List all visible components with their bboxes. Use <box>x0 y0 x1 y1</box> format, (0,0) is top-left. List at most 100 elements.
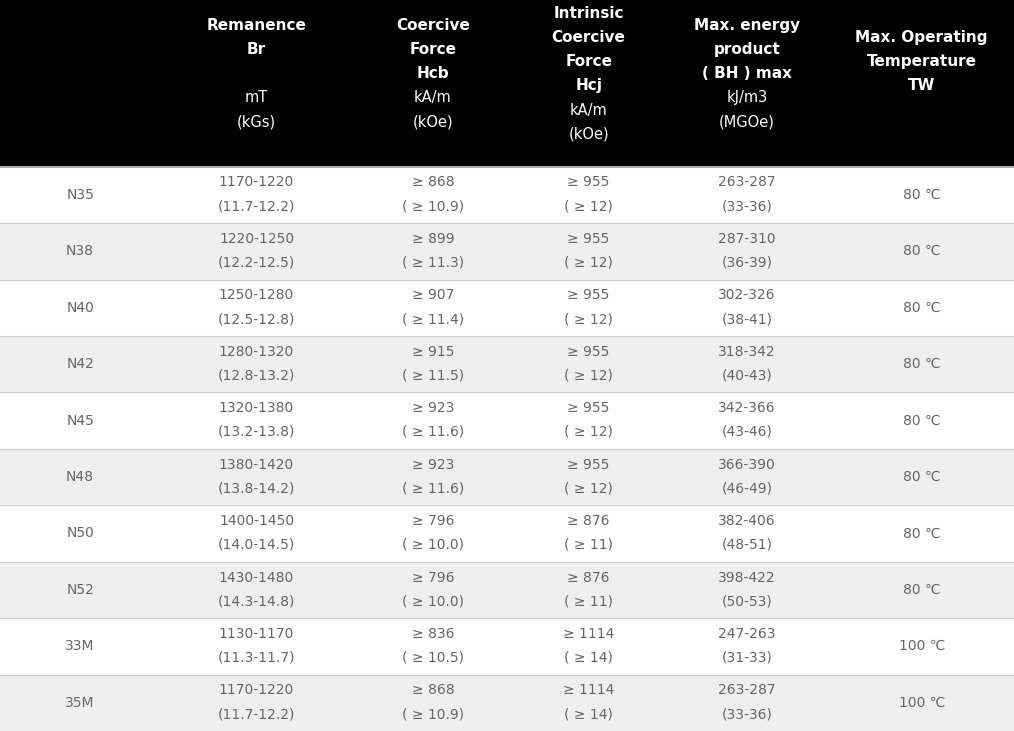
Text: 80 ℃: 80 ℃ <box>902 244 941 258</box>
Text: 1130-1170: 1130-1170 <box>219 627 294 641</box>
Text: N45: N45 <box>66 414 94 428</box>
Text: (36-39): (36-39) <box>721 256 773 270</box>
Text: ( ≥ 10.9): ( ≥ 10.9) <box>402 707 464 721</box>
Text: (11.7-12.2): (11.7-12.2) <box>218 199 295 213</box>
Text: Hcj: Hcj <box>575 78 602 94</box>
Text: 80 ℃: 80 ℃ <box>902 470 941 484</box>
Text: 33M: 33M <box>65 640 95 654</box>
Text: 1280-1320: 1280-1320 <box>219 345 294 359</box>
Text: 342-366: 342-366 <box>718 401 776 415</box>
Text: ≥ 923: ≥ 923 <box>412 458 454 471</box>
Text: ≥ 836: ≥ 836 <box>412 627 454 641</box>
Text: Coercive: Coercive <box>396 18 469 33</box>
Text: Intrinsic: Intrinsic <box>554 6 624 21</box>
Text: 80 ℃: 80 ℃ <box>902 188 941 202</box>
Text: N48: N48 <box>66 470 94 484</box>
Text: N38: N38 <box>66 244 94 258</box>
Text: (31-33): (31-33) <box>721 651 773 664</box>
Text: Max. Operating: Max. Operating <box>856 30 988 45</box>
Text: ( ≥ 14): ( ≥ 14) <box>564 651 613 664</box>
Text: ( ≥ 10.5): ( ≥ 10.5) <box>402 651 464 664</box>
Text: ≥ 868: ≥ 868 <box>412 175 454 189</box>
Text: ≥ 868: ≥ 868 <box>412 683 454 697</box>
Text: Temperature: Temperature <box>867 54 976 69</box>
Text: product: product <box>714 42 780 57</box>
Text: ≥ 955: ≥ 955 <box>568 175 609 189</box>
Text: (43-46): (43-46) <box>721 425 773 439</box>
Text: 263-287: 263-287 <box>718 683 776 697</box>
Text: 302-326: 302-326 <box>718 288 776 303</box>
Text: N50: N50 <box>66 526 94 540</box>
Text: N40: N40 <box>66 300 94 315</box>
Text: (13.2-13.8): (13.2-13.8) <box>218 425 295 439</box>
Text: ≥ 923: ≥ 923 <box>412 401 454 415</box>
Text: ( ≥ 12): ( ≥ 12) <box>564 256 613 270</box>
Text: ≥ 955: ≥ 955 <box>568 401 609 415</box>
Text: (14.3-14.8): (14.3-14.8) <box>218 594 295 608</box>
Text: Coercive: Coercive <box>552 30 626 45</box>
Text: 35M: 35M <box>65 696 95 710</box>
Text: Hcb: Hcb <box>417 67 449 81</box>
Text: ( ≥ 14): ( ≥ 14) <box>564 707 613 721</box>
Text: ( ≥ 12): ( ≥ 12) <box>564 312 613 326</box>
Text: ( ≥ 11): ( ≥ 11) <box>564 594 613 608</box>
Text: (33-36): (33-36) <box>721 707 773 721</box>
Text: (13.8-14.2): (13.8-14.2) <box>218 481 295 496</box>
Text: 80 ℃: 80 ℃ <box>902 300 941 315</box>
Text: (14.0-14.5): (14.0-14.5) <box>218 538 295 552</box>
Text: ≥ 796: ≥ 796 <box>412 570 454 585</box>
Text: 100 ℃: 100 ℃ <box>898 640 945 654</box>
Text: kJ/m3: kJ/m3 <box>726 91 768 105</box>
Text: Remanence: Remanence <box>207 18 306 33</box>
Text: ≥ 907: ≥ 907 <box>412 288 454 303</box>
Text: 366-390: 366-390 <box>718 458 776 471</box>
Text: ( ≥ 11): ( ≥ 11) <box>564 538 613 552</box>
Text: (kGs): (kGs) <box>237 115 276 129</box>
Text: 1250-1280: 1250-1280 <box>219 288 294 303</box>
Text: 1170-1220: 1170-1220 <box>219 683 294 697</box>
Text: 1400-1450: 1400-1450 <box>219 514 294 528</box>
Text: ≥ 915: ≥ 915 <box>412 345 454 359</box>
Text: (11.3-11.7): (11.3-11.7) <box>218 651 295 664</box>
Text: 100 ℃: 100 ℃ <box>898 696 945 710</box>
Text: Force: Force <box>410 42 456 57</box>
Text: 80 ℃: 80 ℃ <box>902 414 941 428</box>
Text: ( ≥ 11.6): ( ≥ 11.6) <box>402 425 464 439</box>
Text: ( ≥ 12): ( ≥ 12) <box>564 199 613 213</box>
Text: ( ≥ 11.3): ( ≥ 11.3) <box>402 256 464 270</box>
Text: 1220-1250: 1220-1250 <box>219 232 294 246</box>
Text: 1380-1420: 1380-1420 <box>219 458 294 471</box>
Text: (46-49): (46-49) <box>721 481 773 496</box>
Text: (kOe): (kOe) <box>413 115 453 129</box>
Text: (48-51): (48-51) <box>721 538 773 552</box>
Text: Force: Force <box>565 54 612 69</box>
Text: (40-43): (40-43) <box>721 368 773 382</box>
Text: ( ≥ 10.9): ( ≥ 10.9) <box>402 199 464 213</box>
Text: ≥ 876: ≥ 876 <box>568 570 609 585</box>
Text: kA/m: kA/m <box>570 102 607 118</box>
Text: (50-53): (50-53) <box>721 594 773 608</box>
Text: (kOe): (kOe) <box>568 126 609 142</box>
Text: ( ≥ 10.0): ( ≥ 10.0) <box>402 538 464 552</box>
Text: ≥ 1114: ≥ 1114 <box>563 627 614 641</box>
Text: mT: mT <box>245 91 268 105</box>
Text: ( BH ) max: ( BH ) max <box>702 67 792 81</box>
Text: N35: N35 <box>66 188 94 202</box>
Text: Br: Br <box>247 42 266 57</box>
Text: 287-310: 287-310 <box>718 232 776 246</box>
Text: (11.7-12.2): (11.7-12.2) <box>218 707 295 721</box>
Text: ( ≥ 11.5): ( ≥ 11.5) <box>402 368 464 382</box>
Text: TW: TW <box>909 78 935 94</box>
Text: ≥ 955: ≥ 955 <box>568 288 609 303</box>
Text: ≥ 876: ≥ 876 <box>568 514 609 528</box>
Text: 263-287: 263-287 <box>718 175 776 189</box>
Text: 1320-1380: 1320-1380 <box>219 401 294 415</box>
Text: ≥ 796: ≥ 796 <box>412 514 454 528</box>
Text: ( ≥ 10.0): ( ≥ 10.0) <box>402 594 464 608</box>
Text: ( ≥ 11.6): ( ≥ 11.6) <box>402 481 464 496</box>
Text: 80 ℃: 80 ℃ <box>902 357 941 371</box>
Text: N42: N42 <box>66 357 94 371</box>
Text: ≥ 899: ≥ 899 <box>412 232 454 246</box>
Text: (33-36): (33-36) <box>721 199 773 213</box>
Text: (12.8-13.2): (12.8-13.2) <box>218 368 295 382</box>
